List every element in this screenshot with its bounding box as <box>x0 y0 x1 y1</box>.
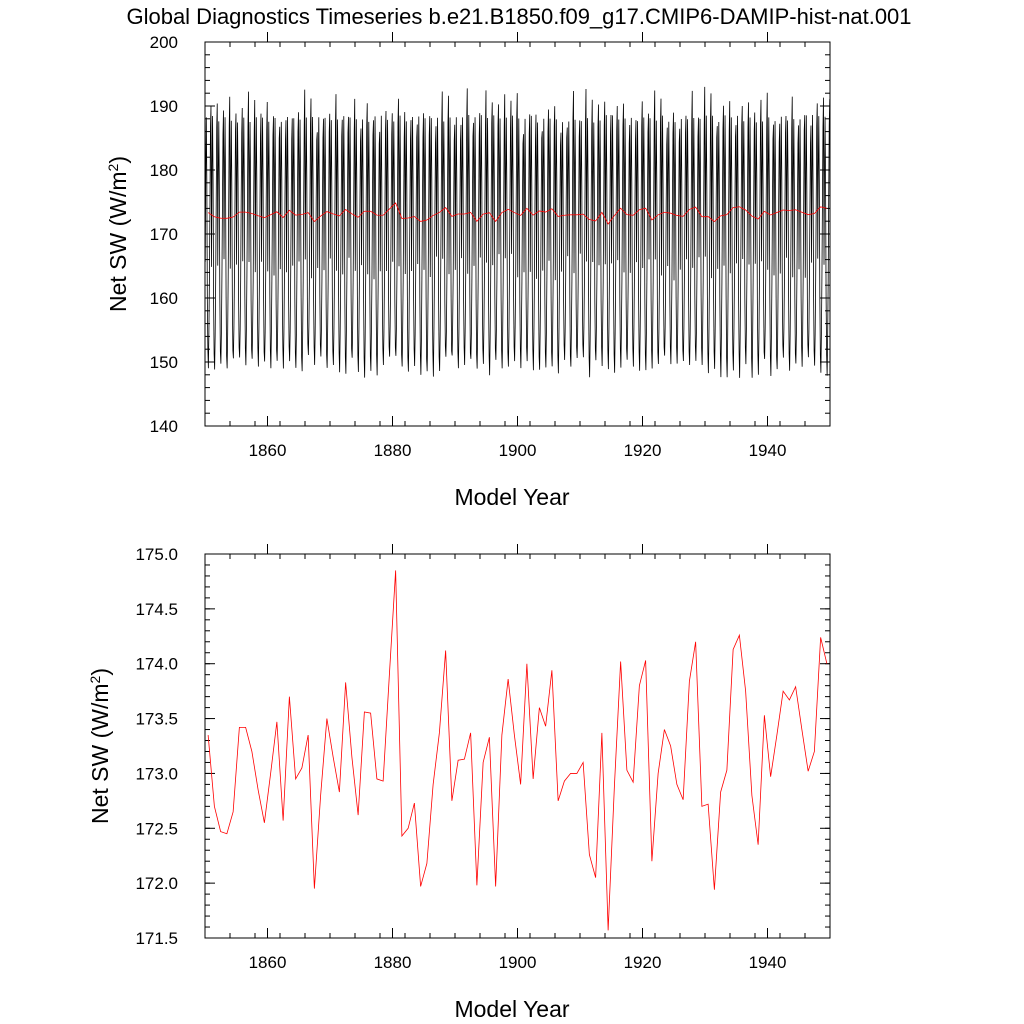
top-y-tick-label: 170 <box>150 225 178 244</box>
top-x-axis-label: Model Year <box>454 484 569 510</box>
top-x-tick-label: 1880 <box>374 441 412 460</box>
bottom-y-tick-label: 173.0 <box>135 764 178 783</box>
top-x-ticks: 1860 1880 1900 1920 1940 <box>204 32 831 460</box>
figure-title: Global Diagnostics Timeseries b.e21.B185… <box>126 4 911 29</box>
bottom-y-axis-label: Net SW (W/m2) <box>87 668 113 824</box>
bottom-y-ticks: 171.5 172.0 172.5 173.0 173.5 174.0 174.5 175.0 <box>135 545 830 948</box>
bottom-y-tick-label: 172.5 <box>135 819 178 838</box>
bottom-x-tick-label: 1940 <box>749 953 787 972</box>
annual-mean-net-sw-line-bottom <box>207 570 828 931</box>
bottom-y-tick-label: 172.0 <box>135 874 178 893</box>
top-y-tick-label: 140 <box>150 417 178 436</box>
annual-mean-net-sw-line-top <box>207 202 827 225</box>
top-panel: 1860 1880 1900 1920 1940 140 150 160 170 180 190 2… <box>105 32 831 510</box>
monthly-net-sw-line <box>204 86 831 378</box>
bottom-plot-frame <box>204 553 831 939</box>
bottom-y-tick-label: 174.5 <box>135 600 178 619</box>
bottom-x-axis-label: Model Year <box>454 996 569 1022</box>
bottom-y-tick-label: 173.5 <box>135 710 178 729</box>
bottom-x-ticks: 1860 1880 1900 1920 1940 <box>204 544 831 972</box>
top-y-tick-label: 150 <box>150 353 178 372</box>
bottom-x-tick-label: 1860 <box>249 953 287 972</box>
top-x-tick-label: 1940 <box>749 441 787 460</box>
bottom-y-tick-label: 171.5 <box>135 929 178 948</box>
top-y-tick-label: 200 <box>150 33 178 52</box>
top-plot-frame <box>204 41 831 427</box>
top-x-tick-label: 1860 <box>249 441 287 460</box>
top-y-tick-label: 190 <box>150 97 178 116</box>
top-y-tick-label: 160 <box>150 289 178 308</box>
bottom-x-tick-label: 1920 <box>624 953 662 972</box>
bottom-x-tick-label: 1880 <box>374 953 412 972</box>
top-x-tick-label: 1900 <box>499 441 537 460</box>
bottom-y-tick-label: 174.0 <box>135 655 178 674</box>
top-y-tick-label: 180 <box>150 161 178 180</box>
top-x-tick-label: 1920 <box>624 441 662 460</box>
top-y-ticks: 140 150 160 170 180 190 200 <box>150 33 830 436</box>
bottom-y-tick-label: 175.0 <box>135 545 178 564</box>
top-y-axis-label: Net SW (W/m2) <box>105 156 131 312</box>
bottom-panel: 1860 1880 1900 1920 1940 171.5 172.0 172.5 173.… <box>87 544 831 1022</box>
bottom-x-tick-label: 1900 <box>499 953 537 972</box>
